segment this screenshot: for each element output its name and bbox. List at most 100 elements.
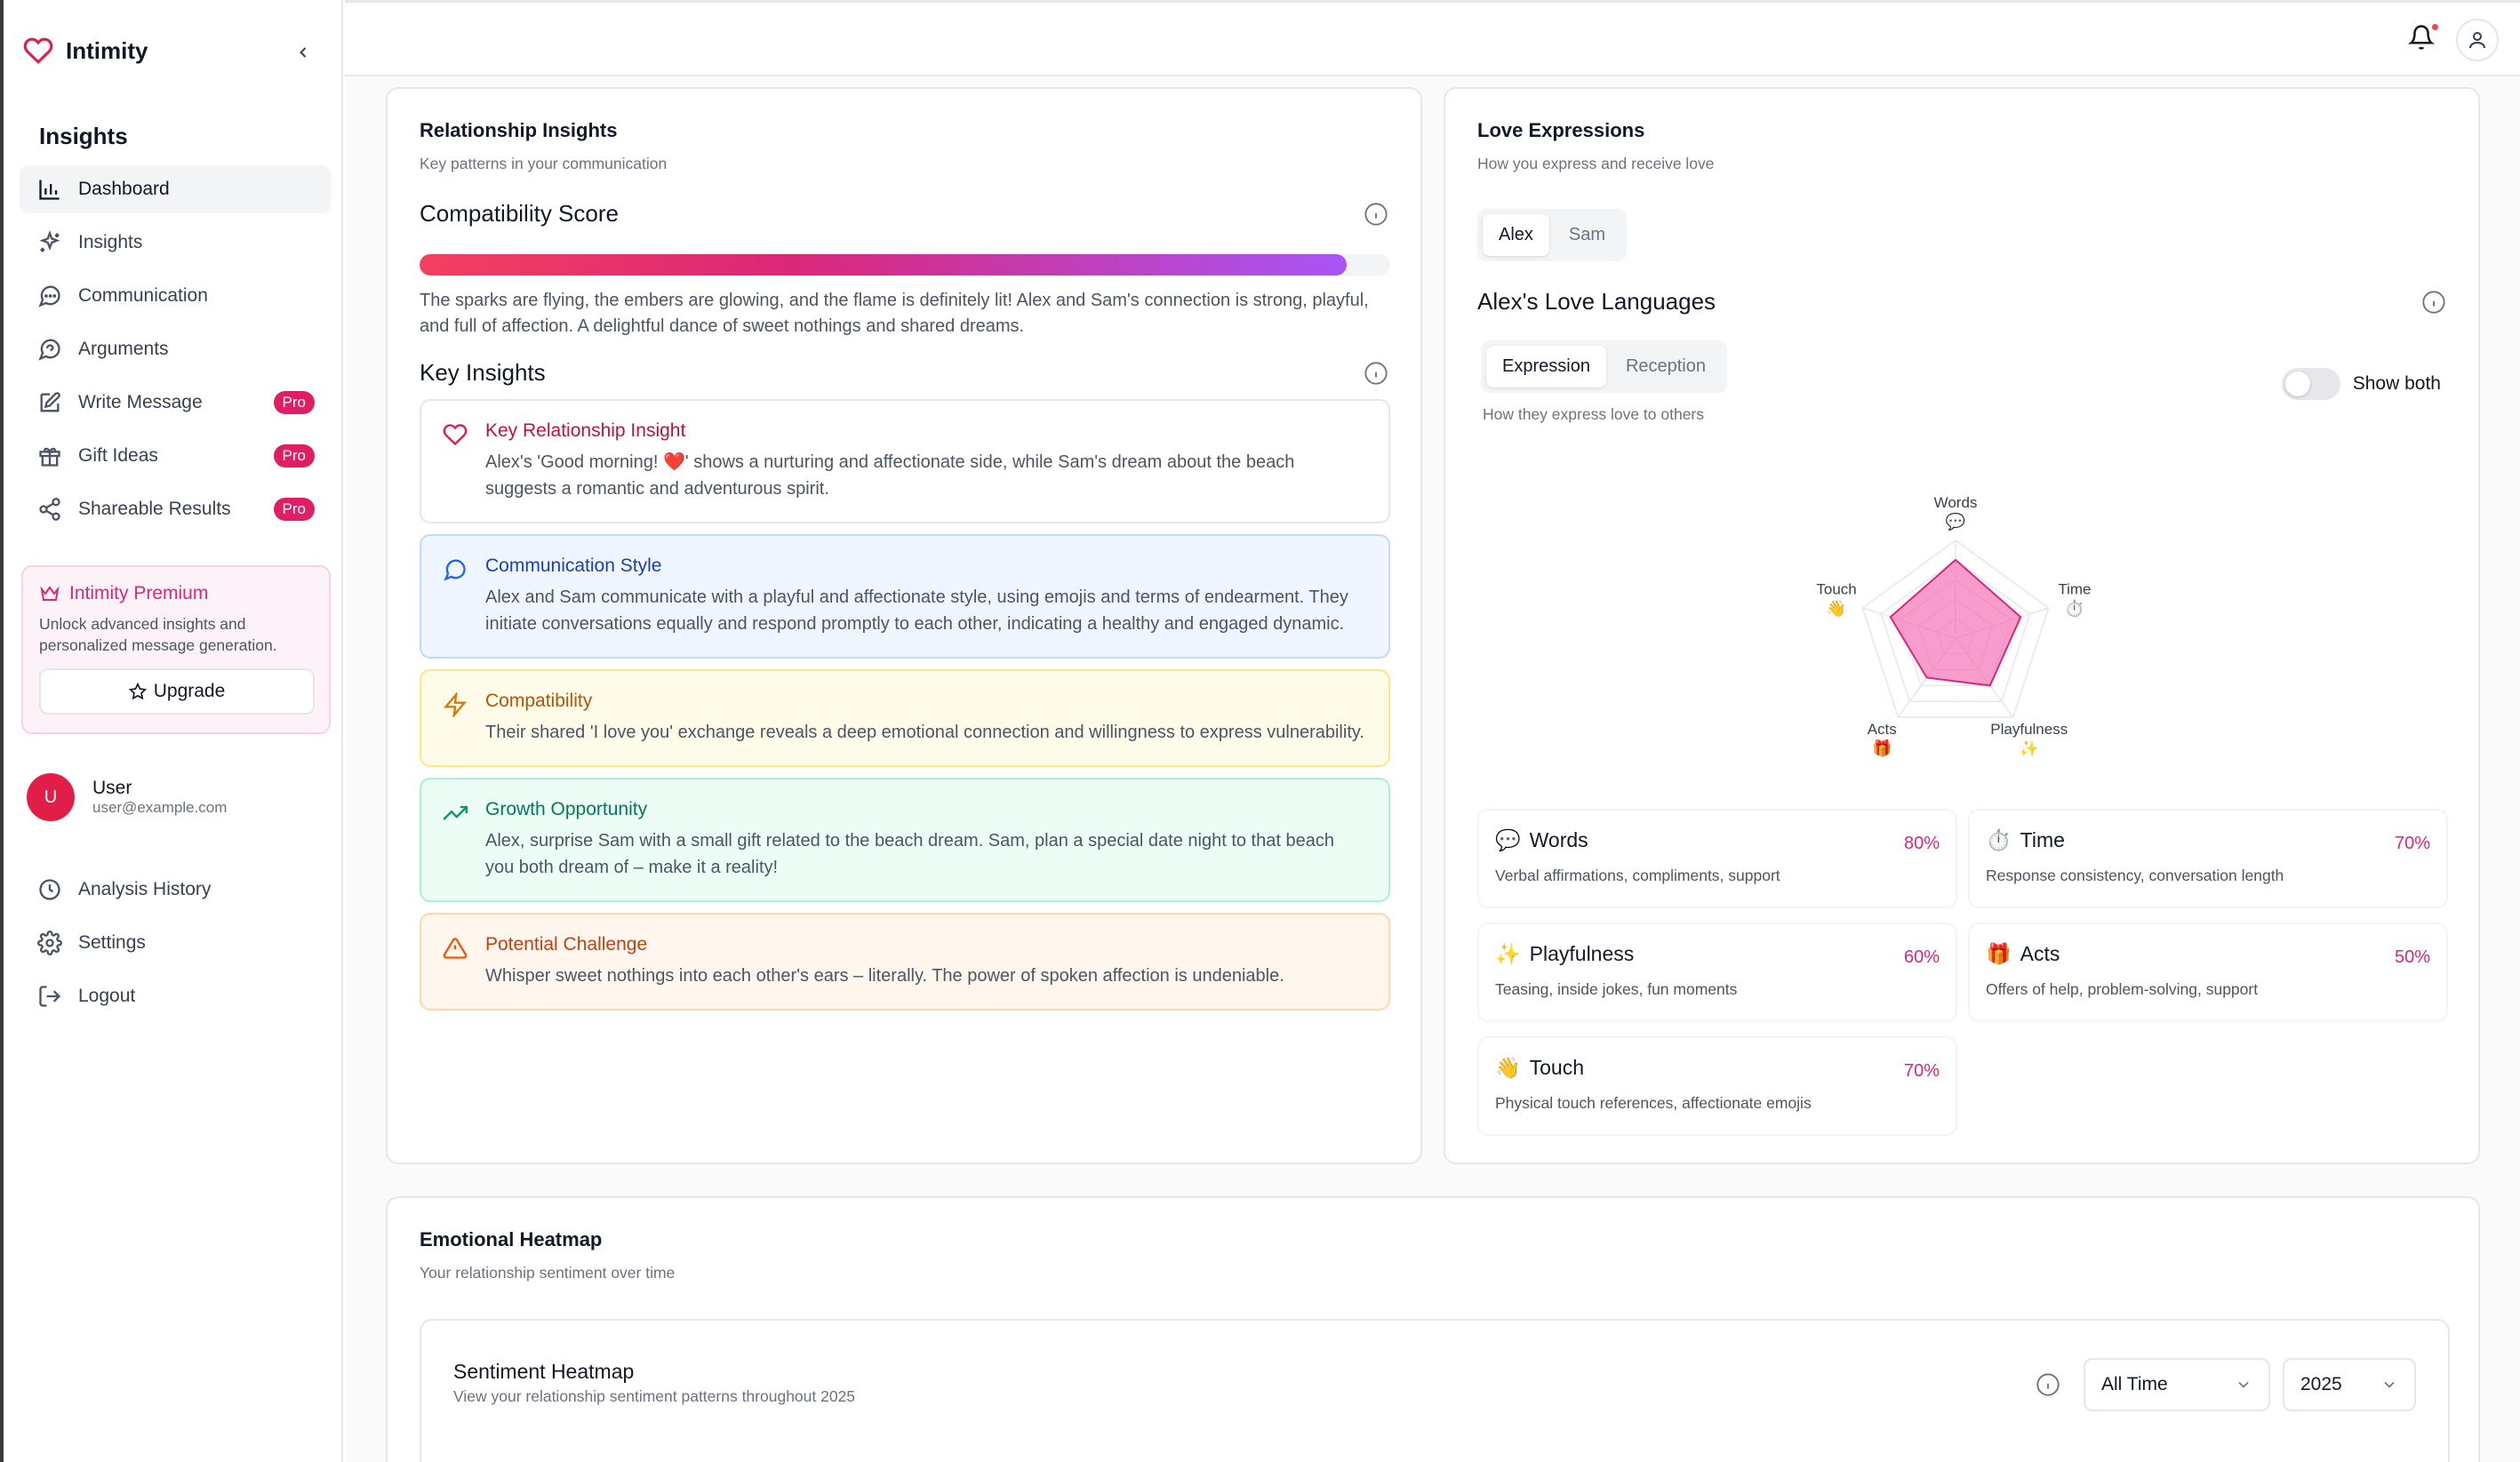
chevron-left-icon xyxy=(300,47,307,58)
sidebar-item-settings[interactable]: Settings xyxy=(20,919,331,967)
heart-icon xyxy=(443,424,468,446)
trending-up-icon xyxy=(443,805,468,820)
radar-grid-ring xyxy=(1880,559,2031,702)
sidebar-item-write-message[interactable]: Write Message Pro xyxy=(20,379,331,427)
message-alert-icon xyxy=(38,339,60,361)
insight-title: Potential Challenge xyxy=(485,934,648,955)
sidebar-item-logout[interactable]: Logout xyxy=(20,972,331,1020)
sidebar-bottom-nav: Analysis History Settings Logout xyxy=(20,866,331,1026)
love-language-percent: 50% xyxy=(2394,947,2430,967)
user-info: User user@example.com xyxy=(92,778,227,817)
info-icon[interactable] xyxy=(1364,202,1388,227)
love-language-percent: 70% xyxy=(2394,834,2430,853)
love-language-name: Playfulness xyxy=(1529,942,1635,965)
top-bar xyxy=(345,0,2520,76)
avatar: U xyxy=(27,773,75,821)
tab-reception[interactable]: Reception xyxy=(1625,356,1706,376)
tab-expression[interactable]: Expression xyxy=(1486,346,1606,387)
sidebar-section-title: Insights xyxy=(39,123,128,149)
year-select[interactable]: 2025 xyxy=(2283,1358,2416,1411)
love-language-card-touch: 👋 Touch 70% Physical touch references, af… xyxy=(1477,1036,1957,1136)
tab-alex[interactable]: Alex xyxy=(1483,214,1549,256)
sidebar-item-arguments[interactable]: Arguments xyxy=(20,325,331,373)
insight-growth-opportunity: Growth Opportunity Alex, surprise Sam wi… xyxy=(420,778,1390,902)
clock-icon xyxy=(39,879,60,900)
sidebar-item-label: Insights xyxy=(78,232,143,252)
compatibility-header: Compatibility Score xyxy=(420,200,1388,228)
card-title: Relationship Insights xyxy=(420,119,618,141)
premium-title-row: Intimity Premium xyxy=(39,583,313,604)
radar-axis-label: Touch xyxy=(1816,580,1856,597)
sentiment-heatmap-panel: Sentiment Heatmap View your relationship… xyxy=(420,1319,2450,1462)
love-language-card-playfulness: ✨ Playfulness 60% Teasing, inside jokes, … xyxy=(1477,923,1957,1022)
info-icon[interactable] xyxy=(2421,290,2446,315)
insight-title: Compatibility xyxy=(485,691,593,711)
love-language-name-row: 🎁 Acts xyxy=(1986,942,2430,966)
show-both-toggle[interactable] xyxy=(2281,368,2340,400)
time-range-select[interactable]: All Time xyxy=(2084,1358,2270,1411)
sidebar-item-gift-ideas[interactable]: Gift Ideas Pro xyxy=(20,432,331,480)
insight-text: Alex, surprise Sam with a small gift rel… xyxy=(485,831,1334,877)
sidebar-item-insights[interactable]: Insights xyxy=(20,219,331,267)
radar-axis-label: Playfulness xyxy=(1990,721,2068,738)
love-language-description: Teasing, inside jokes, fun moments xyxy=(1495,980,1738,998)
radar-axis-label: Time xyxy=(2058,580,2091,597)
sidebar-item-shareable-results[interactable]: Shareable Results Pro xyxy=(20,485,331,533)
compatibility-score-fill xyxy=(420,254,1347,276)
bar-chart-icon xyxy=(39,180,60,200)
pro-badge: Pro xyxy=(273,391,315,414)
love-language-percent: 80% xyxy=(1903,834,1940,853)
sidebar-item-label: Communication xyxy=(78,285,208,306)
relationship-insights-card: Relationship Insights Key patterns in yo… xyxy=(386,87,1422,1164)
sidebar-item-communication[interactable]: Communication xyxy=(20,272,331,320)
share-icon xyxy=(39,498,60,521)
crown-icon xyxy=(40,586,60,601)
insight-compatibility: Compatibility Their shared 'I love you' … xyxy=(420,669,1390,767)
pro-badge: Pro xyxy=(273,498,315,521)
collapse-sidebar-button[interactable] xyxy=(290,39,316,66)
emotional-heatmap-card: Emotional Heatmap Your relationship sent… xyxy=(386,1196,2480,1462)
love-language-name-row: ⏱️ Time xyxy=(1986,828,2430,852)
compatibility-score-bar xyxy=(420,254,1390,276)
insight-key-relationship: Key Relationship Insight Alex's 'Good mo… xyxy=(420,399,1390,523)
app-logo[interactable]: Intimity xyxy=(23,36,148,66)
sidebar-item-dashboard[interactable]: Dashboard xyxy=(20,165,331,213)
insight-potential-challenge: Potential Challenge Whisper sweet nothin… xyxy=(420,913,1390,1011)
info-icon[interactable] xyxy=(1364,361,1388,386)
love-language-radar-chart: Words💬 Time⏱️ Playfulness✨ Acts🎁 Touch 👋 xyxy=(1816,494,2091,757)
tab-sam[interactable]: Sam xyxy=(1568,225,1606,244)
card-subtitle: Your relationship sentiment over time xyxy=(420,1264,676,1282)
heart-icon xyxy=(23,37,53,64)
message-circle-icon xyxy=(38,285,60,308)
sidebar-item-analysis-history[interactable]: Analysis History xyxy=(20,866,331,914)
key-insights-header: Key Insights xyxy=(420,359,1388,387)
radar-axis-emoji-icon: 💬 xyxy=(1946,512,1965,531)
insight-title: Key Relationship Insight xyxy=(485,420,686,441)
notifications-button[interactable] xyxy=(2407,22,2440,54)
toggle-knob xyxy=(2284,371,2310,396)
user-profile[interactable]: U User user@example.com xyxy=(27,773,227,821)
radar-grid-ring xyxy=(1861,539,2050,718)
key-insights-title: Key Insights xyxy=(420,359,546,386)
chevron-down-icon xyxy=(2238,1381,2249,1388)
sparkles-emoji-icon: ✨ xyxy=(1495,942,1521,965)
upgrade-button[interactable]: Upgrade xyxy=(39,668,315,715)
love-language-name: Time xyxy=(2020,828,2065,851)
mode-description: How they express love to others xyxy=(1483,405,1705,423)
heatmap-controls: All Time 2025 xyxy=(2036,1358,2416,1411)
user-menu-button[interactable] xyxy=(2456,19,2499,61)
sidebar-item-label: Analysis History xyxy=(78,879,212,899)
love-languages-header: Alex's Love Languages xyxy=(1477,288,2446,316)
insight-text: Whisper sweet nothings into each other's… xyxy=(485,966,1284,986)
love-language-card-time: ⏱️ Time 70% Response consistency, convers… xyxy=(1968,809,2448,908)
insight-communication-style: Communication Style Alex and Sam communi… xyxy=(420,534,1390,659)
love-language-name-row: ✨ Playfulness xyxy=(1495,942,1940,966)
radar-axis-emoji-icon: ⏱️ xyxy=(2065,598,2084,617)
gear-icon xyxy=(37,931,62,955)
info-icon[interactable] xyxy=(2036,1372,2060,1397)
user-name: User xyxy=(92,778,132,798)
love-language-percent: 70% xyxy=(1903,1061,1940,1081)
love-language-percent: 60% xyxy=(1903,947,1940,967)
love-language-name: Acts xyxy=(2020,942,2060,965)
pro-badge: Pro xyxy=(273,444,315,467)
